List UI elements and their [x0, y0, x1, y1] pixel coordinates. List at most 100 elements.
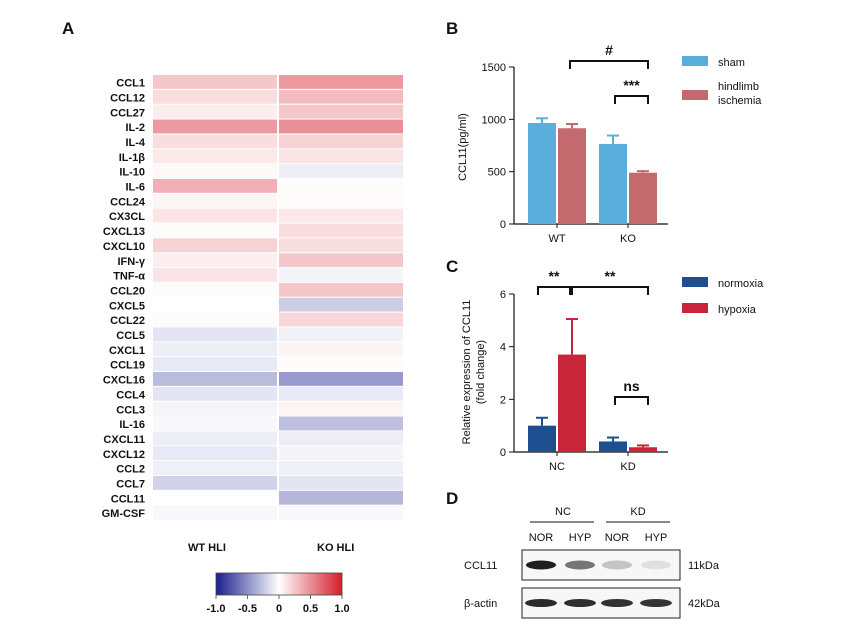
legend-hindlimb-label-1: hindlimb — [718, 81, 759, 93]
heatmap-cell — [153, 149, 277, 164]
heatmap-gene-label: IL-6 — [125, 182, 145, 194]
heatmap-cell — [153, 75, 277, 89]
heatmap-cell — [279, 223, 403, 238]
heatmap-cell — [153, 446, 277, 461]
heatmap-cell — [153, 134, 277, 149]
panel-letter-a: A — [62, 19, 74, 38]
legend-sham-swatch — [682, 56, 708, 66]
blot-band — [641, 560, 671, 570]
heatmap-cell — [279, 134, 403, 149]
heatmap-cell — [153, 490, 277, 505]
heatmap-cell — [153, 208, 277, 223]
heatmap-cell — [153, 327, 277, 342]
heatmap-gene-label: CCL22 — [110, 315, 145, 327]
heatmap-cell — [279, 193, 403, 208]
heatmap-cell — [153, 386, 277, 401]
colorbar-tick-label: 0 — [276, 603, 282, 615]
heatmap-cell — [153, 178, 277, 193]
heatmap-cell — [279, 475, 403, 490]
blot-lane-3-label: NOR — [605, 532, 630, 544]
chart-c-y-tick-label: 0 — [500, 447, 506, 459]
heatmap-gene-label: IL-10 — [119, 167, 145, 179]
heatmap-cell — [279, 461, 403, 475]
chart-b-y-tick-label: 1500 — [482, 62, 506, 74]
blot-protein-bactin: β-actin — [464, 598, 497, 610]
sig-bracket-b-ko — [614, 95, 649, 104]
heatmap-cell — [153, 193, 277, 208]
heatmap-cell — [153, 268, 277, 282]
heatmap-cell — [279, 431, 403, 446]
blot-band — [565, 560, 595, 570]
heatmap-cell — [153, 297, 277, 312]
heatmap-cell — [279, 268, 403, 282]
legend-hindlimb-label-2: ischemia — [718, 95, 762, 107]
heatmap-cell — [153, 223, 277, 238]
heatmap-cell — [279, 282, 403, 297]
blot-band — [601, 599, 633, 607]
chart-c-bar — [629, 447, 657, 452]
blot-lane-4-label: HYP — [645, 532, 668, 544]
blot-size-bactin: 42kDa — [688, 598, 721, 610]
sig-bracket-c-hypoxia — [571, 286, 649, 295]
heatmap-gene-label: CCL27 — [110, 107, 145, 119]
heatmap-cell — [153, 416, 277, 431]
colorbar-tick-label: 0.5 — [303, 603, 318, 615]
blot-band — [526, 560, 556, 570]
chart-b-x-tick-label: WT — [548, 233, 565, 245]
blot-group-kd: KD — [630, 506, 645, 518]
heatmap-cell — [279, 208, 403, 223]
heatmap-cell — [153, 164, 277, 178]
heatmap-cell — [153, 312, 277, 327]
chart-c-x-tick-label: NC — [549, 461, 565, 473]
chart-b-ylabel: CCL11(pg/ml) — [457, 113, 469, 181]
heatmap-cell — [279, 490, 403, 505]
heatmap-column-label-ko: KO HLI — [317, 542, 354, 554]
legend-hindlimb-swatch — [682, 90, 708, 100]
legend-sham-label: sham — [718, 57, 745, 69]
chart-c-ylabel-1: Relative expression of CCL11 — [461, 300, 473, 445]
sig-bracket-c-kd-label: ns — [623, 378, 640, 394]
heatmap-cell — [279, 505, 403, 520]
heatmap-cell — [279, 327, 403, 342]
sig-bracket-c-nc — [537, 286, 571, 295]
chart-c-bar — [558, 354, 586, 452]
heatmap-gene-label: CCL4 — [116, 389, 146, 401]
blot-band — [640, 599, 672, 607]
blot-band — [525, 599, 557, 607]
chart-c-ylabel-2: (fold change) — [475, 340, 487, 404]
heatmap-gene-label: CXCL1 — [109, 345, 145, 357]
colorbar-tick-label: -0.5 — [238, 603, 257, 615]
sig-bracket-b-groups-label: # — [605, 42, 613, 58]
heatmap-cell — [153, 372, 277, 386]
chart-c-x-tick-label: KD — [620, 461, 635, 473]
colorbar — [215, 572, 343, 596]
blot-lane-2-label: HYP — [569, 532, 592, 544]
chart-c-y-tick-label: 2 — [500, 394, 506, 406]
heatmap-cell — [153, 282, 277, 297]
heatmap-cell — [279, 401, 403, 416]
colorbar-ticks: -1.0 -0.5 0 0.5 1.0 — [207, 595, 350, 615]
chart-b: 0 500 1000 1500 WT KO # *** — [482, 42, 668, 245]
chart-b-bar — [528, 122, 556, 224]
heatmap-gene-label: CCL3 — [116, 404, 145, 416]
heatmap-cell — [153, 119, 277, 134]
heatmap-gene-label: IL-16 — [119, 419, 145, 431]
heatmap-gene-label: IL-2 — [125, 122, 145, 134]
heatmap-gene-label: CXCL5 — [109, 300, 145, 312]
chart-c-bar — [599, 441, 627, 452]
panel-letter-c: C — [446, 257, 458, 276]
heatmap-cell — [153, 104, 277, 119]
heatmap-gene-label: TNF-α — [113, 271, 145, 283]
heatmap-gene-label: IFN-γ — [118, 256, 146, 268]
blot-group-nc: NC — [555, 506, 571, 518]
heatmap-cell — [279, 357, 403, 371]
chart-b-y-tick-label: 1000 — [482, 114, 506, 126]
heatmap-gene-label: CCL7 — [116, 479, 145, 491]
legend-normoxia-swatch — [682, 277, 708, 287]
heatmap-cell — [153, 401, 277, 416]
heatmap-cell — [153, 461, 277, 475]
heatmap-gene-label: CCL5 — [116, 330, 145, 342]
heatmap-cell — [279, 372, 403, 386]
heatmap-gene-label: GM-CSF — [102, 508, 146, 520]
heatmap-gene-labels: CCL1 CCL12 CCL27 IL-2 IL-4 IL-1β IL-10 IL-6 CCL2… — [102, 78, 146, 521]
